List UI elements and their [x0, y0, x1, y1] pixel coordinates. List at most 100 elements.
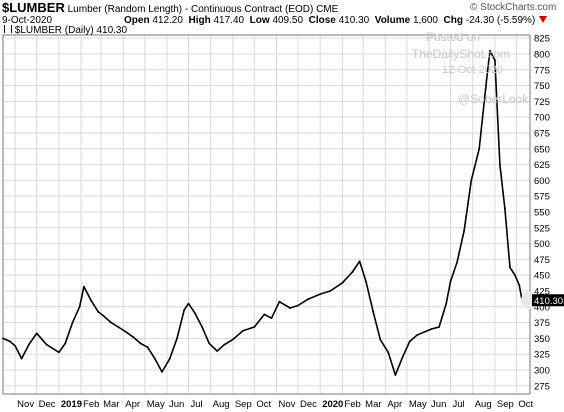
y-tick-label: 625 [534, 160, 550, 171]
last-value-box [532, 294, 564, 307]
data-point [372, 310, 375, 313]
ohlc-line: Open 412.20 High 417.40 Low 409.50 Close… [124, 15, 548, 26]
data-point [125, 331, 128, 333]
watermark-line-3: 12-Oct-2020 [442, 64, 504, 76]
volume-value: 1,600 [412, 15, 438, 26]
volume-label: Volume [374, 15, 411, 26]
y-tick-label: 700 [534, 113, 550, 124]
chg-label: Chg [443, 15, 463, 26]
x-tick-label: Sep [497, 399, 514, 410]
data-point [161, 371, 163, 373]
data-point [35, 332, 38, 335]
plot-frame [2, 34, 531, 395]
data-point [132, 336, 135, 338]
x-tick-label: Dec [300, 399, 317, 410]
x-tick-label: Apr [125, 399, 140, 410]
x-tick-label: Oct [518, 399, 533, 410]
data-point [351, 271, 354, 273]
data-point [387, 351, 390, 354]
data-point [307, 298, 309, 301]
data-point [168, 357, 171, 360]
data-point [183, 309, 186, 311]
x-tick-label: 2019 [61, 399, 82, 410]
data-point [401, 356, 404, 359]
y-tick-label: 375 [534, 318, 550, 329]
data-point [78, 305, 81, 308]
data-point [489, 49, 491, 52]
data-point [223, 343, 226, 346]
data-point [379, 338, 382, 341]
last-value-label: 410.30 [534, 296, 563, 307]
symbol-title: $LUMBER [2, 0, 65, 15]
data-point [242, 329, 244, 332]
data-point [423, 331, 425, 333]
data-point [509, 266, 511, 269]
series-legend: $LUMBER (Daily) 410.30 [4, 25, 127, 36]
x-tick-label: Mar [365, 399, 381, 410]
data-point [478, 147, 481, 150]
down-triangle-icon [539, 16, 548, 23]
data-point [445, 302, 448, 305]
data-point [504, 207, 506, 210]
data-point [394, 374, 397, 376]
x-tick-label: May [147, 399, 165, 410]
open-label: Open [124, 15, 150, 26]
watermark-line-4: @SoberLook [458, 92, 529, 106]
y-tick-label: 550 [534, 207, 550, 218]
y-tick-label: 325 [534, 350, 550, 361]
data-point [187, 302, 190, 305]
y-tick-label: 425 [534, 286, 550, 297]
data-point [470, 179, 473, 182]
data-point [253, 326, 256, 328]
data-point [329, 290, 332, 292]
data-point [58, 351, 60, 354]
price-series-line [2, 49, 523, 376]
data-point [485, 81, 488, 84]
x-axis: Nov Dec 2019 Feb Mar Apr May Jun Jul Aug Sep Oct Nov… [17, 399, 533, 410]
x-tick-label: Oct [256, 399, 271, 410]
x-tick-label: Apr [387, 399, 402, 410]
data-point [365, 280, 367, 283]
y-tick-label: 775 [534, 65, 550, 76]
y-tick-label: 575 [534, 192, 550, 203]
high-value: 417.40 [213, 15, 245, 26]
data-point [499, 163, 501, 166]
exchange: CME [316, 4, 339, 15]
data-point [27, 343, 30, 346]
data-point [289, 307, 291, 309]
open-value: 412.20 [152, 15, 183, 26]
data-point [431, 328, 433, 330]
data-point [2, 337, 4, 340]
data-point [494, 59, 496, 62]
y-tick-label: 450 [534, 271, 550, 282]
quote-date: 9-Oct-2020 [2, 15, 53, 26]
data-point [64, 342, 67, 345]
y-tick-label: 675 [534, 128, 550, 139]
y-tick-label: 750 [534, 81, 550, 92]
close-label: Close [308, 15, 336, 26]
data-point [176, 337, 178, 340]
data-point [153, 357, 156, 360]
y-tick-label: 800 [534, 49, 550, 60]
x-tick-label: Aug [475, 399, 492, 410]
quote-line: 9-Oct-2020 [2, 15, 52, 26]
watermark-line-2: TheDailyShot.com [412, 47, 511, 61]
source-credit: © StockCharts.com [470, 2, 557, 13]
x-tick-label: Jun [169, 399, 184, 410]
data-point [110, 321, 112, 324]
series-line-icon [4, 25, 12, 33]
y-tick-label: 300 [534, 365, 550, 376]
data-point [71, 321, 74, 324]
x-tick-label: May [409, 399, 427, 410]
data-point [456, 261, 458, 264]
data-point [90, 299, 92, 302]
data-point [463, 230, 465, 232]
x-tick-label: Nov [279, 399, 296, 410]
x-tick-label: Mar [103, 399, 119, 410]
data-point [518, 284, 521, 287]
data-point [139, 342, 142, 345]
x-tick-label: Sep [235, 399, 252, 410]
y-tick-label: 475 [534, 255, 550, 266]
series-label: $LUMBER (Daily) 410.30 [14, 25, 128, 36]
data-point [14, 345, 17, 347]
